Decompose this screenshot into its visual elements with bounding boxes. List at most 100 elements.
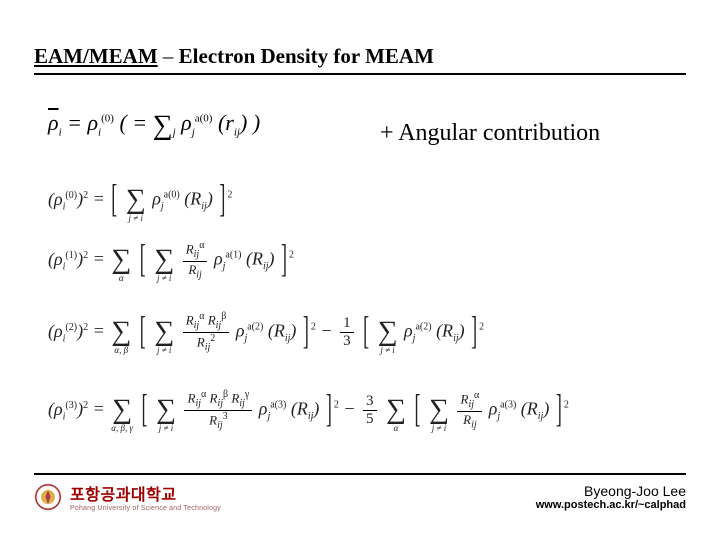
inner-sum-sub: j ≠ i (154, 346, 174, 355)
outer-sum-sub: α, β, γ (111, 424, 133, 433)
coef-num: 1 (340, 316, 354, 333)
inner-sum-icon: ∑j ≠ i (154, 238, 174, 283)
R2-open: (R (521, 399, 538, 419)
rho-sub: j (267, 411, 270, 422)
equation-rho3: (ρi(3))2 = ∑α, β, γ [ ∑j ≠ i Rijα Rijβ R… (48, 388, 569, 433)
lhs-sub: i (63, 333, 66, 344)
outer2-sum-sub: α (386, 424, 406, 433)
angular-contribution-label: + Angular contribution (380, 120, 600, 147)
outer-sum-icon: ∑α, β (111, 310, 131, 355)
R-open: (R (246, 249, 263, 269)
inner-sum-sub: j ≠ i (156, 424, 176, 433)
header-title: EAM/MEAM – Electron Density for MEAM (34, 44, 686, 69)
author-url: www.postech.ac.kr/~calphad (536, 499, 686, 511)
R2-open: (R (436, 321, 453, 341)
university-name: 포항공과대학교 (70, 481, 221, 505)
R-open: (R (291, 399, 308, 419)
footer: 포항공과대학교 Pohang University of Science and… (34, 473, 686, 512)
postech-logo-icon (34, 483, 62, 511)
num-Rb: R (208, 312, 216, 327)
header: EAM/MEAM – Electron Density for MEAM (34, 44, 686, 75)
lhs: (ρi(2))2 (48, 321, 88, 341)
left-bracket2-icon: [ (415, 386, 421, 432)
sum-sub: j (173, 126, 176, 138)
inner-sum-icon: ∑j ≠ i (154, 310, 174, 355)
rho-a0-sup: a(0) (195, 113, 213, 125)
minus: − (320, 321, 337, 341)
lhs-sup: (3) (65, 400, 77, 411)
rho-bar: ρ (48, 110, 59, 135)
rho: ρ (214, 249, 223, 269)
lhs-pow: 2 (83, 322, 88, 333)
den-sub: ij (196, 269, 202, 280)
den2-sub: ij (471, 419, 477, 430)
sum2-icon: ∑j ≠ i (378, 310, 398, 355)
header-rule (34, 73, 686, 75)
arg-r: (r (218, 110, 234, 135)
rho-bar-sub: i (59, 126, 62, 138)
R-close: ) (290, 321, 296, 341)
lhs: (ρi(0))2 (48, 189, 88, 209)
rho2: ρ (404, 321, 413, 341)
rho0-sup: (0) (101, 113, 114, 125)
equation-top: ρi = ρi(0) ( = ∑j ρja(0) (rij) ) (48, 110, 260, 142)
R-open: (R (268, 321, 285, 341)
eq-sign: = (93, 399, 110, 419)
R-close: ) (269, 249, 275, 269)
left-bracket-icon: [ (140, 308, 146, 354)
minus: − (343, 399, 360, 419)
university-block: 포항공과대학교 Pohang University of Science and… (34, 481, 221, 512)
university-text: 포항공과대학교 Pohang University of Science and… (70, 481, 221, 512)
fraction2: Rijα Rij (457, 391, 482, 431)
frac-num: Rijα Rijβ (183, 312, 230, 333)
rho2-sub: j (413, 333, 416, 344)
lhs-open: (ρ (48, 399, 63, 419)
equation-rho0: (ρi(0))2 = [ ∑j ≠ i ρja(0) (Rij) ]2 (48, 178, 232, 223)
num-Ra: R (186, 312, 194, 327)
eq-sign: = (67, 110, 87, 135)
outer2-pow: 2 (479, 322, 484, 333)
footer-rule (34, 473, 686, 475)
den-sup: 3 (223, 411, 228, 422)
lhs-pow: 2 (83, 190, 88, 201)
frac-den: Rij (183, 262, 208, 281)
rho0: ρ (87, 110, 98, 135)
inner-sum-icon: ∑j ≠ i (156, 388, 176, 433)
rho-sub: j (161, 201, 164, 212)
coef-fraction: 13 (340, 316, 354, 349)
author-name: Byeong-Joo Lee (536, 483, 686, 499)
outer-pow: 2 (227, 190, 232, 201)
lhs-sup: (0) (65, 190, 77, 201)
equation-rho2: (ρi(2))2 = ∑α, β [ ∑j ≠ i Rijα Rijβ Rij2… (48, 310, 484, 355)
den-R: R (197, 334, 205, 349)
eq-sign: = (93, 249, 110, 269)
paren-open: ( = (119, 110, 152, 135)
rho-a0-sub: j (192, 126, 195, 138)
right-bracket2-icon: ] (556, 386, 562, 432)
rho2-sup: a(3) (500, 400, 516, 411)
num-a-sup: α (199, 311, 204, 322)
right-bracket-icon: ] (326, 386, 332, 432)
rho-sub: j (244, 333, 247, 344)
num-c-sup: γ (245, 389, 249, 400)
angular-text: + Angular contribution (380, 120, 600, 146)
lhs-sub: i (63, 411, 66, 422)
fraction: Rijα Rijβ Rij2 (183, 312, 230, 353)
outer-pow: 2 (311, 322, 316, 333)
right-bracket-icon: ] (303, 308, 309, 354)
R-close: ) (313, 399, 319, 419)
sum2-sub: j ≠ i (429, 424, 449, 433)
outer2-pow: 2 (564, 400, 569, 411)
num-b-sup: β (221, 311, 226, 322)
outer-sum-sub: α (111, 274, 131, 283)
left-bracket-icon: [ (140, 236, 146, 282)
right-bracket-icon: ] (281, 236, 287, 282)
right-bracket-icon: ] (219, 176, 225, 222)
rho-a0: ρ (181, 110, 192, 135)
left-bracket-icon: [ (111, 176, 117, 222)
lhs: (ρi(1))2 (48, 249, 88, 269)
R2-close: ) (459, 321, 465, 341)
num2-sup: α (474, 390, 479, 401)
frac-den: Rij2 (183, 333, 230, 353)
lhs-sup: (2) (65, 322, 77, 333)
